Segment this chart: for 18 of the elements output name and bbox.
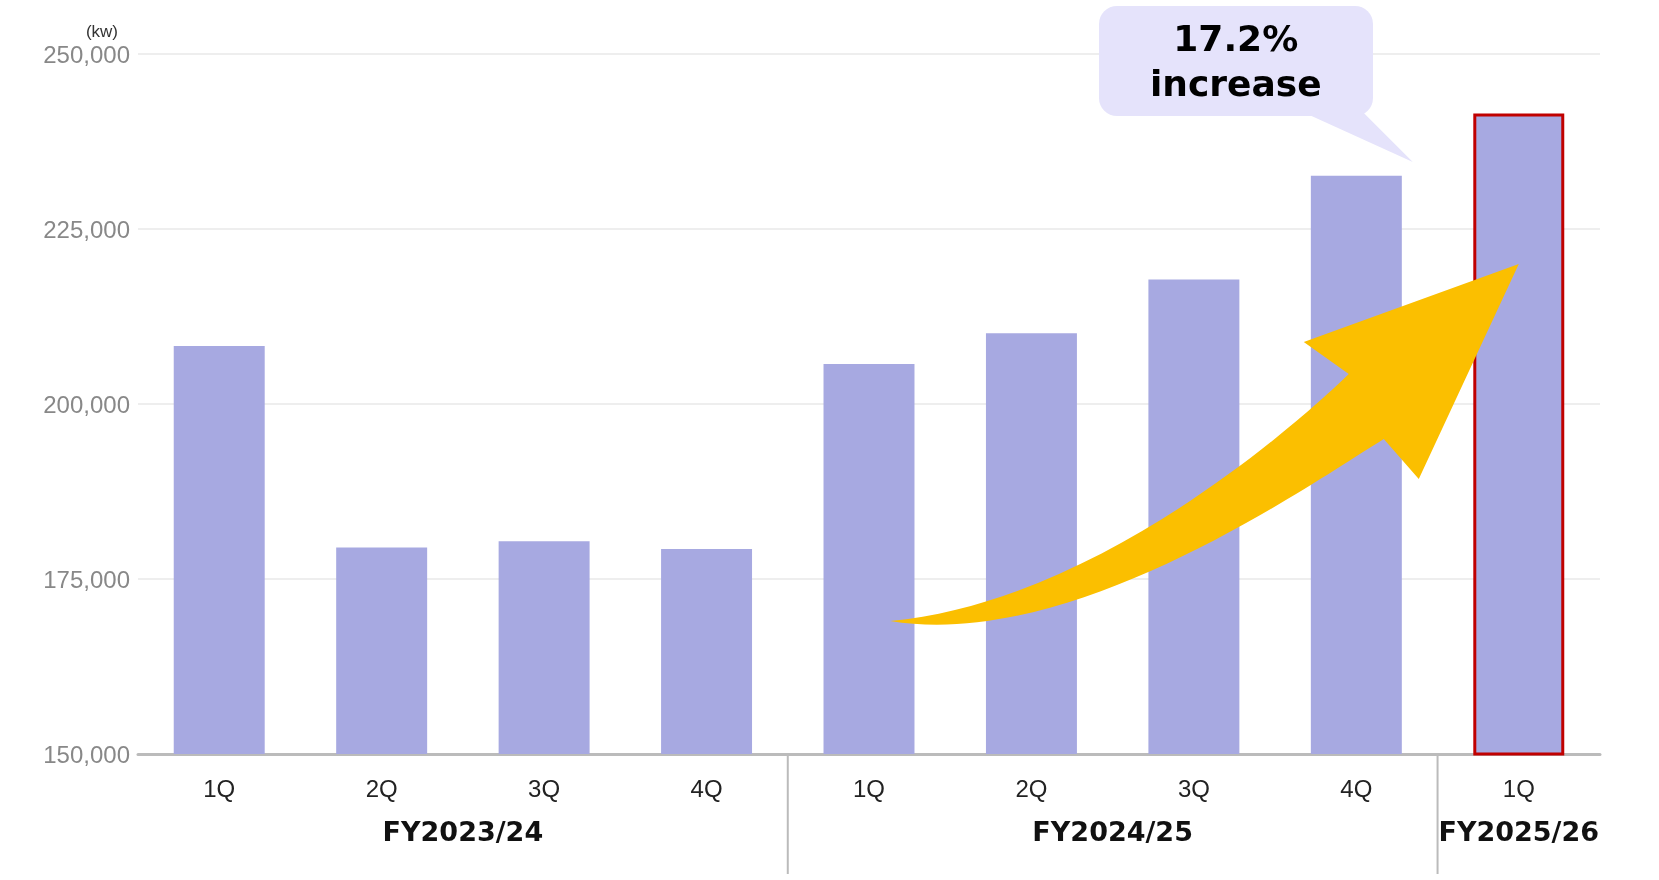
text: FY2024/25	[1032, 816, 1193, 847]
y-axis-title: (kw)	[85, 22, 118, 41]
text: FY2025/26	[1438, 816, 1600, 847]
x-tick-label: 4Q	[1340, 774, 1373, 802]
x-tick-label: 1Q	[1502, 774, 1535, 802]
x-tick-label: 2Q	[365, 774, 398, 802]
x-tick-label: 1Q	[203, 774, 236, 802]
text: FY2023/24	[382, 816, 544, 847]
y-tick-label: 250,000	[43, 40, 130, 68]
y-tick-label: 200,000	[43, 390, 130, 418]
y-tick-label: 175,000	[43, 565, 130, 593]
x-tick-label: 4Q	[690, 774, 723, 802]
x-tick-label: 2Q	[1015, 774, 1048, 802]
y-tick-label: 225,000	[43, 215, 130, 243]
y-tick-label: 150,000	[43, 740, 130, 768]
x-tick-label: 1Q	[852, 774, 886, 802]
x-tick-label: 3Q	[1177, 774, 1210, 802]
x-tick-label: 3Q	[528, 774, 561, 802]
